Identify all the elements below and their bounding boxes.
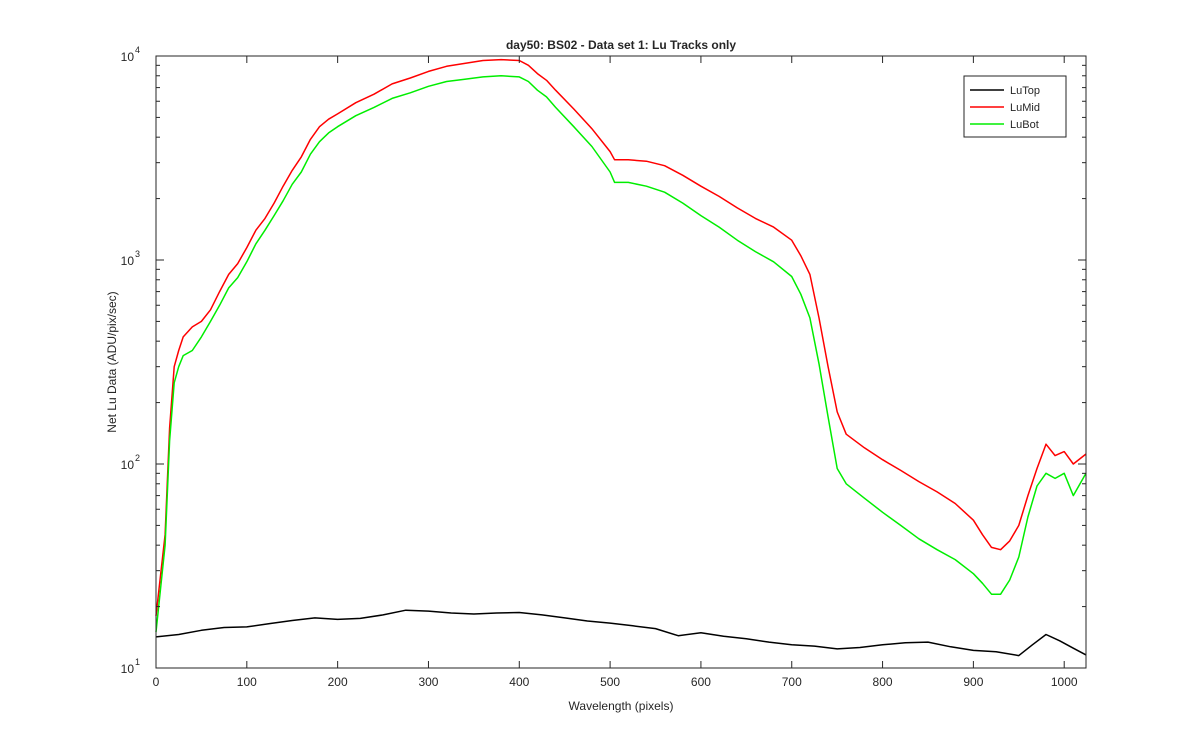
chart-title: day50: BS02 - Data set 1: Lu Tracks only (506, 38, 736, 52)
x-tick-label: 500 (600, 675, 620, 689)
series-line-lumid (155, 58, 1087, 616)
x-tick-label: 300 (418, 675, 438, 689)
x-tick-label: 600 (691, 675, 711, 689)
y-axis-label: Net Lu Data (ADU/pix/sec) (105, 291, 119, 432)
x-tick-label: 400 (509, 675, 529, 689)
axes-box (155, 55, 1087, 669)
x-tick-label: 100 (237, 675, 257, 689)
y-tick-exponent: 3 (135, 249, 140, 259)
x-axis-ticks: 0 100 200 300 400 500 600 700 800 900 1000 (153, 56, 1078, 689)
y-tick-label: 10 (121, 254, 135, 268)
y-tick-label: 10 (121, 50, 135, 64)
y-tick-label: 10 (121, 458, 135, 472)
legend-label-lutop: LuTop (1010, 85, 1040, 97)
y-tick-exponent: 4 (135, 45, 140, 55)
x-tick-label: 700 (782, 675, 802, 689)
x-tick-label: 200 (328, 675, 348, 689)
legend-label-lubot: LuBot (1010, 119, 1039, 131)
legend-label-lumid: LuMid (1010, 102, 1040, 114)
series-line-lutop (155, 609, 1087, 657)
x-tick-label: 900 (963, 675, 983, 689)
series-line-lubot (155, 75, 1087, 633)
y-tick-label: 10 (121, 662, 135, 676)
x-axis-label: Wavelength (pixels) (569, 699, 674, 713)
x-tick-label: 800 (873, 675, 893, 689)
plot-area (156, 56, 1086, 668)
legend: LuTop LuMid LuBot (963, 75, 1067, 138)
x-tick-label: 1000 (1051, 675, 1078, 689)
series-layer (155, 58, 1087, 657)
y-tick-exponent: 2 (135, 453, 140, 463)
y-tick-exponent: 1 (135, 657, 140, 667)
x-tick-label: 0 (153, 675, 160, 689)
